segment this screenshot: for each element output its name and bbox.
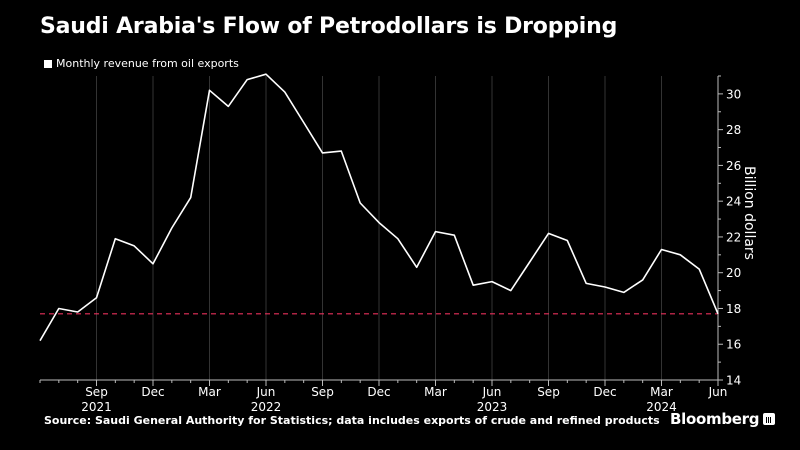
y-tick-label: 18 (726, 302, 741, 316)
x-tick-label: Sep (311, 385, 334, 399)
y-tick-label: 28 (726, 123, 741, 137)
x-tick-label: Jun (256, 385, 276, 399)
x-year-label: 2021 (81, 400, 112, 414)
brand-logo: Bloomberg (670, 410, 776, 428)
x-tick-label: Dec (593, 385, 616, 399)
x-tick-label: Jun (482, 385, 502, 399)
y-tick-label: 30 (726, 87, 741, 101)
y-axis-title: Billion dollars (741, 166, 757, 260)
brand-name: Bloomberg (670, 410, 760, 428)
legend-swatch (44, 59, 52, 68)
x-year-label: 2024 (646, 400, 677, 414)
bloomberg-badge-icon (763, 413, 776, 425)
x-tick-label: Dec (367, 385, 390, 399)
x-tick-label: Mar (198, 385, 221, 399)
y-tick-label: 20 (726, 266, 741, 280)
y-tick-label: 26 (726, 159, 741, 173)
chart-title: Saudi Arabia's Flow of Petrodollars is D… (40, 14, 618, 39)
y-tick-label: 14 (726, 374, 741, 388)
x-tick-label: Sep (537, 385, 560, 399)
x-tick-label: Jun (708, 385, 728, 399)
y-tick-label: 16 (726, 338, 741, 352)
x-tick-label: Dec (141, 385, 164, 399)
x-tick-label: Mar (424, 385, 447, 399)
source-note: Source: Saudi General Authority for Stat… (44, 414, 660, 427)
y-tick-label: 22 (726, 230, 741, 244)
x-tick-label: Sep (85, 385, 108, 399)
x-year-label: 2023 (477, 400, 508, 414)
legend-label: Monthly revenue from oil exports (56, 57, 239, 70)
x-year-label: 2022 (251, 400, 282, 414)
y-tick-label: 24 (726, 195, 741, 209)
x-tick-label: Mar (650, 385, 673, 399)
legend: Monthly revenue from oil exports (44, 57, 239, 70)
